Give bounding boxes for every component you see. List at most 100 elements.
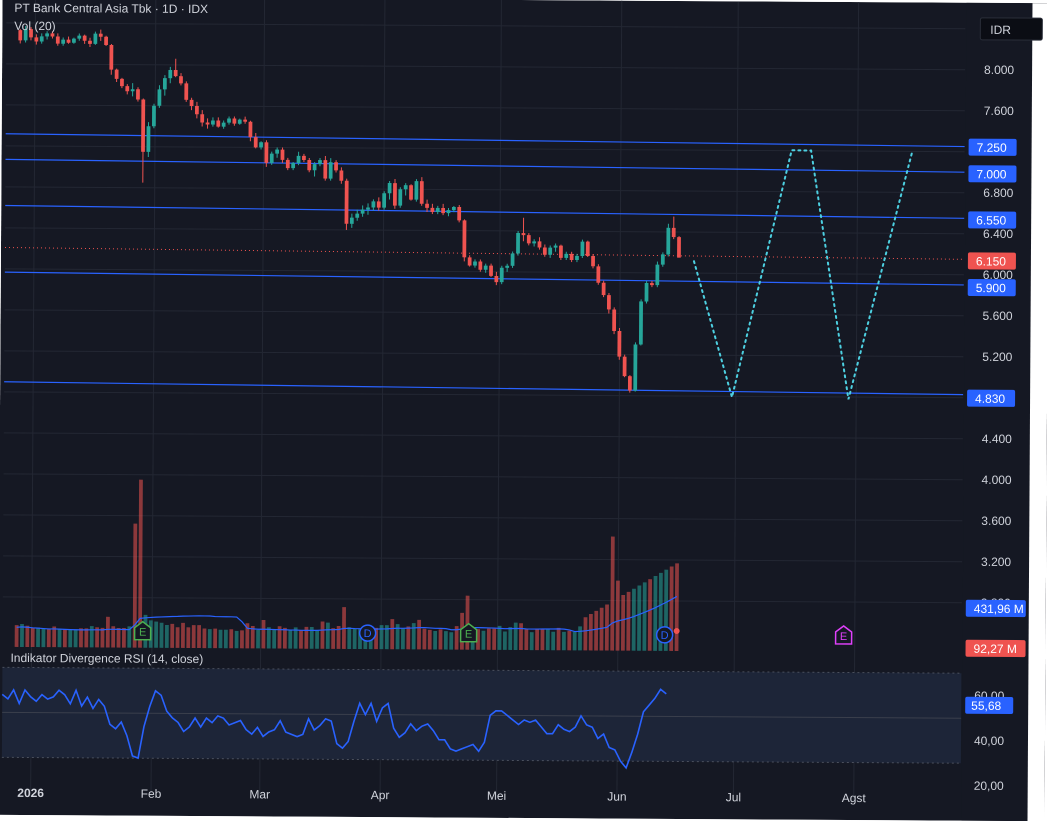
candle-75[interactable] xyxy=(420,177,424,206)
time-tick-0: 2026 xyxy=(17,786,44,800)
candle-83[interactable] xyxy=(462,219,466,261)
candle-90[interactable] xyxy=(500,266,504,284)
candle-116[interactable] xyxy=(639,299,643,345)
volume-bar-114 xyxy=(626,592,630,651)
volume-bar-123 xyxy=(675,563,679,651)
volume-bar-50 xyxy=(283,628,287,649)
volume-bar-63 xyxy=(353,629,357,649)
candle-112[interactable] xyxy=(617,328,621,360)
volume-bar-0 xyxy=(15,625,19,647)
candle-16[interactable] xyxy=(104,36,108,46)
time-tick-5: Jun xyxy=(607,790,626,804)
volume-bar-91 xyxy=(503,631,507,649)
volume-bar-37 xyxy=(213,629,217,649)
volume-bar-26 xyxy=(154,622,158,648)
volume-bar-4 xyxy=(36,627,40,647)
candle-119[interactable] xyxy=(655,262,659,288)
rsi-tick-40: 40,00 xyxy=(974,734,1004,748)
volume-bar-40 xyxy=(229,629,233,648)
live-dot xyxy=(674,628,680,634)
volume-bar-31 xyxy=(181,623,185,648)
volume-bar-35 xyxy=(202,629,206,649)
volume-bar-94 xyxy=(519,623,523,650)
candle-93[interactable] xyxy=(516,231,520,256)
candle-92[interactable] xyxy=(511,251,515,267)
volume-bar-33 xyxy=(192,625,196,648)
volume-bar-80 xyxy=(444,631,448,649)
volume-bar-70 xyxy=(390,619,394,649)
candle-82[interactable] xyxy=(457,205,461,222)
volume-bar-36 xyxy=(208,629,212,648)
volume-bar-77 xyxy=(428,630,432,650)
candle-121[interactable] xyxy=(666,224,670,257)
volume-bar-2 xyxy=(25,626,29,647)
time-tick-6: Jul xyxy=(726,790,741,804)
dividend-marker-1[interactable]: D xyxy=(360,625,376,641)
volume-bar-81 xyxy=(449,632,453,649)
candle-24[interactable] xyxy=(146,122,150,157)
volume-bar-113 xyxy=(621,595,625,651)
volume-bar-3 xyxy=(31,627,35,647)
volume-bar-16 xyxy=(101,628,105,648)
candle-22[interactable] xyxy=(136,87,140,101)
volume-bar-8 xyxy=(58,629,62,647)
volume-bar-107 xyxy=(589,614,593,650)
volume-bar-100 xyxy=(551,632,555,650)
candle-115[interactable] xyxy=(633,342,637,391)
candle-73[interactable] xyxy=(409,184,413,200)
candle-111[interactable] xyxy=(612,307,616,334)
volume-bar-17 xyxy=(106,617,110,648)
volume-bar-30 xyxy=(176,627,180,648)
candle-109[interactable] xyxy=(602,281,606,297)
volume-bar-34 xyxy=(197,625,201,648)
price-tick-3: 6.400 xyxy=(983,227,1013,241)
volume-bar-89 xyxy=(492,629,496,650)
price-tick-10: 3.200 xyxy=(981,555,1011,569)
candle-120[interactable] xyxy=(661,252,665,266)
candle-106[interactable] xyxy=(586,241,590,257)
volume-bar-12 xyxy=(79,628,83,647)
candle-71[interactable] xyxy=(398,187,402,208)
candle-105[interactable] xyxy=(580,240,584,258)
volume-bar-72 xyxy=(401,629,405,650)
candle-25[interactable] xyxy=(152,104,156,129)
volume-bar-6 xyxy=(47,629,51,647)
currency-button[interactable]: IDR xyxy=(990,23,1011,37)
chart-title: PT Bank Central Asia Tbk · 1D · IDX xyxy=(14,1,208,16)
volume-bar-105 xyxy=(578,626,582,650)
candle-74[interactable] xyxy=(414,179,418,202)
volume-indicator-label: Vol (20) xyxy=(14,19,55,33)
candle-70[interactable] xyxy=(393,179,397,209)
candle-117[interactable] xyxy=(645,281,649,304)
candle-113[interactable] xyxy=(623,355,627,378)
volume-bar-28 xyxy=(165,625,169,648)
candle-101[interactable] xyxy=(559,245,563,260)
candle-107[interactable] xyxy=(591,254,595,268)
price-tick-6: 5.200 xyxy=(982,350,1012,364)
time-tick-3: Apr xyxy=(371,788,390,802)
volume-bar-115 xyxy=(632,589,636,651)
volume-bar-119 xyxy=(653,576,657,651)
volume-bar-73 xyxy=(406,626,410,649)
candle-123[interactable] xyxy=(677,236,681,258)
candle-31[interactable] xyxy=(184,81,188,102)
candle-108[interactable] xyxy=(596,264,600,285)
dividend-marker-3[interactable]: D xyxy=(657,627,673,643)
rsi-value-label: 55,68 xyxy=(971,699,1001,713)
price-label-7: 92,27 M xyxy=(974,642,1017,656)
candle-114[interactable] xyxy=(628,375,632,392)
volume-bar-39 xyxy=(224,630,228,648)
volume-bar-47 xyxy=(267,627,271,648)
price-tick-7: 4.400 xyxy=(982,432,1012,446)
volume-bar-101 xyxy=(557,628,561,650)
volume-bar-103 xyxy=(567,631,571,651)
price-tick-9: 3.600 xyxy=(981,514,1011,528)
candle-54[interactable] xyxy=(307,158,311,172)
volume-bar-75 xyxy=(417,620,421,650)
time-tick-1: Feb xyxy=(141,787,162,801)
candle-68[interactable] xyxy=(382,191,386,209)
volume-bar-41 xyxy=(235,631,239,648)
volume-bar-111 xyxy=(610,537,614,651)
candle-61[interactable] xyxy=(345,179,349,230)
